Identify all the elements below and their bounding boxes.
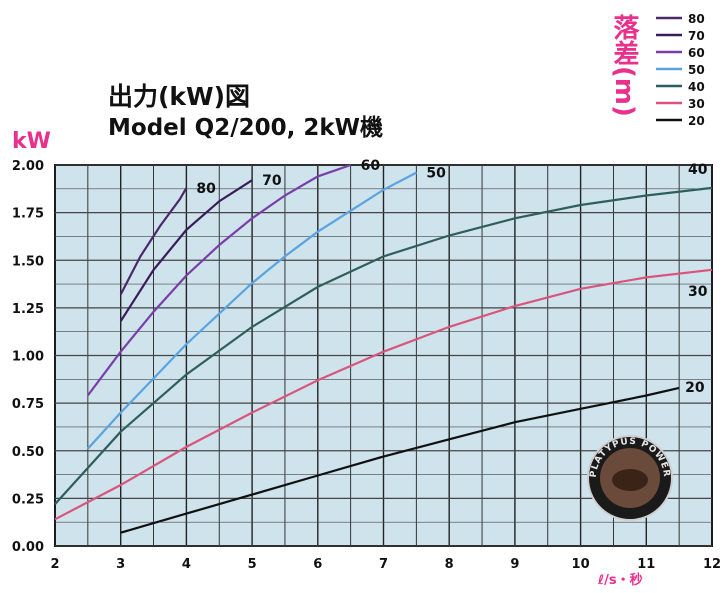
x-axis-label: ℓ/s・秒 [597,572,643,588]
x-tick-label: 4 [182,557,191,572]
x-tick-label: 7 [379,557,388,572]
series-line-70 [119,179,253,322]
y-tick-label: 0.25 [12,492,44,507]
y-tick-label: 1.00 [12,350,44,365]
x-tick-label: 9 [510,557,519,572]
series-label-30: 30 [688,284,708,300]
grid-lines [54,164,713,547]
x-tick-label: 2 [50,557,59,572]
x-tick-label: 10 [572,557,590,572]
x-tick-label: 8 [445,557,454,572]
y-tick-label: 0.00 [12,540,44,555]
legend-label-80: 80 [688,12,705,26]
series-label-40: 40 [688,162,708,178]
series-line-60 [86,163,352,397]
series-line-30 [54,268,713,521]
y-tick-label: 2.00 [12,159,44,174]
x-tick-label: 6 [313,557,322,572]
x-tick-label: 5 [248,557,257,572]
series-labels: 80 70 60 50 40 30 20 [196,158,707,396]
legend-label-50: 50 [688,63,705,77]
y-tick-label: 1.25 [12,302,44,317]
legend: 80 70 60 50 40 30 20 [656,12,705,128]
legend-label-30: 30 [688,97,705,111]
series-lines [54,163,713,534]
y-tick-label: 1.50 [12,254,44,269]
series-label-60: 60 [361,158,381,174]
y-tick-label: 0.50 [12,445,44,460]
y-tick-labels: 0.00 0.25 0.50 0.75 1.00 1.25 1.50 1.75 2.00 [12,159,44,555]
series-label-20: 20 [685,380,705,396]
chart-subtitle: Model Q2/200, 2kW機 [108,115,383,141]
series-line-20 [120,386,680,534]
legend-title: 落差(m) [609,14,639,117]
x-tick-label: 3 [116,557,125,572]
legend-label-20: 20 [688,114,705,128]
series-line-40 [54,186,713,505]
series-label-50: 50 [426,166,446,182]
y-axis-label: kW [12,129,51,154]
series-label-70: 70 [262,173,282,189]
x-tick-labels: 2 3 4 5 6 7 8 9 10 11 12 [50,557,721,572]
platypus-power-logo: PLATYPUS POWER [587,435,673,521]
y-tick-label: 0.75 [12,397,44,412]
x-tick-label: 11 [637,557,655,572]
legend-label-40: 40 [688,80,705,94]
y-tick-label: 1.75 [12,207,44,222]
series-label-80: 80 [196,181,216,197]
x-tick-label: 12 [703,557,721,572]
chart-title: 出力(kW)図 [108,82,250,111]
series-line-80 [119,187,188,296]
legend-label-60: 60 [688,46,705,60]
legend-label-70: 70 [688,29,705,43]
series-line-50 [86,171,417,450]
